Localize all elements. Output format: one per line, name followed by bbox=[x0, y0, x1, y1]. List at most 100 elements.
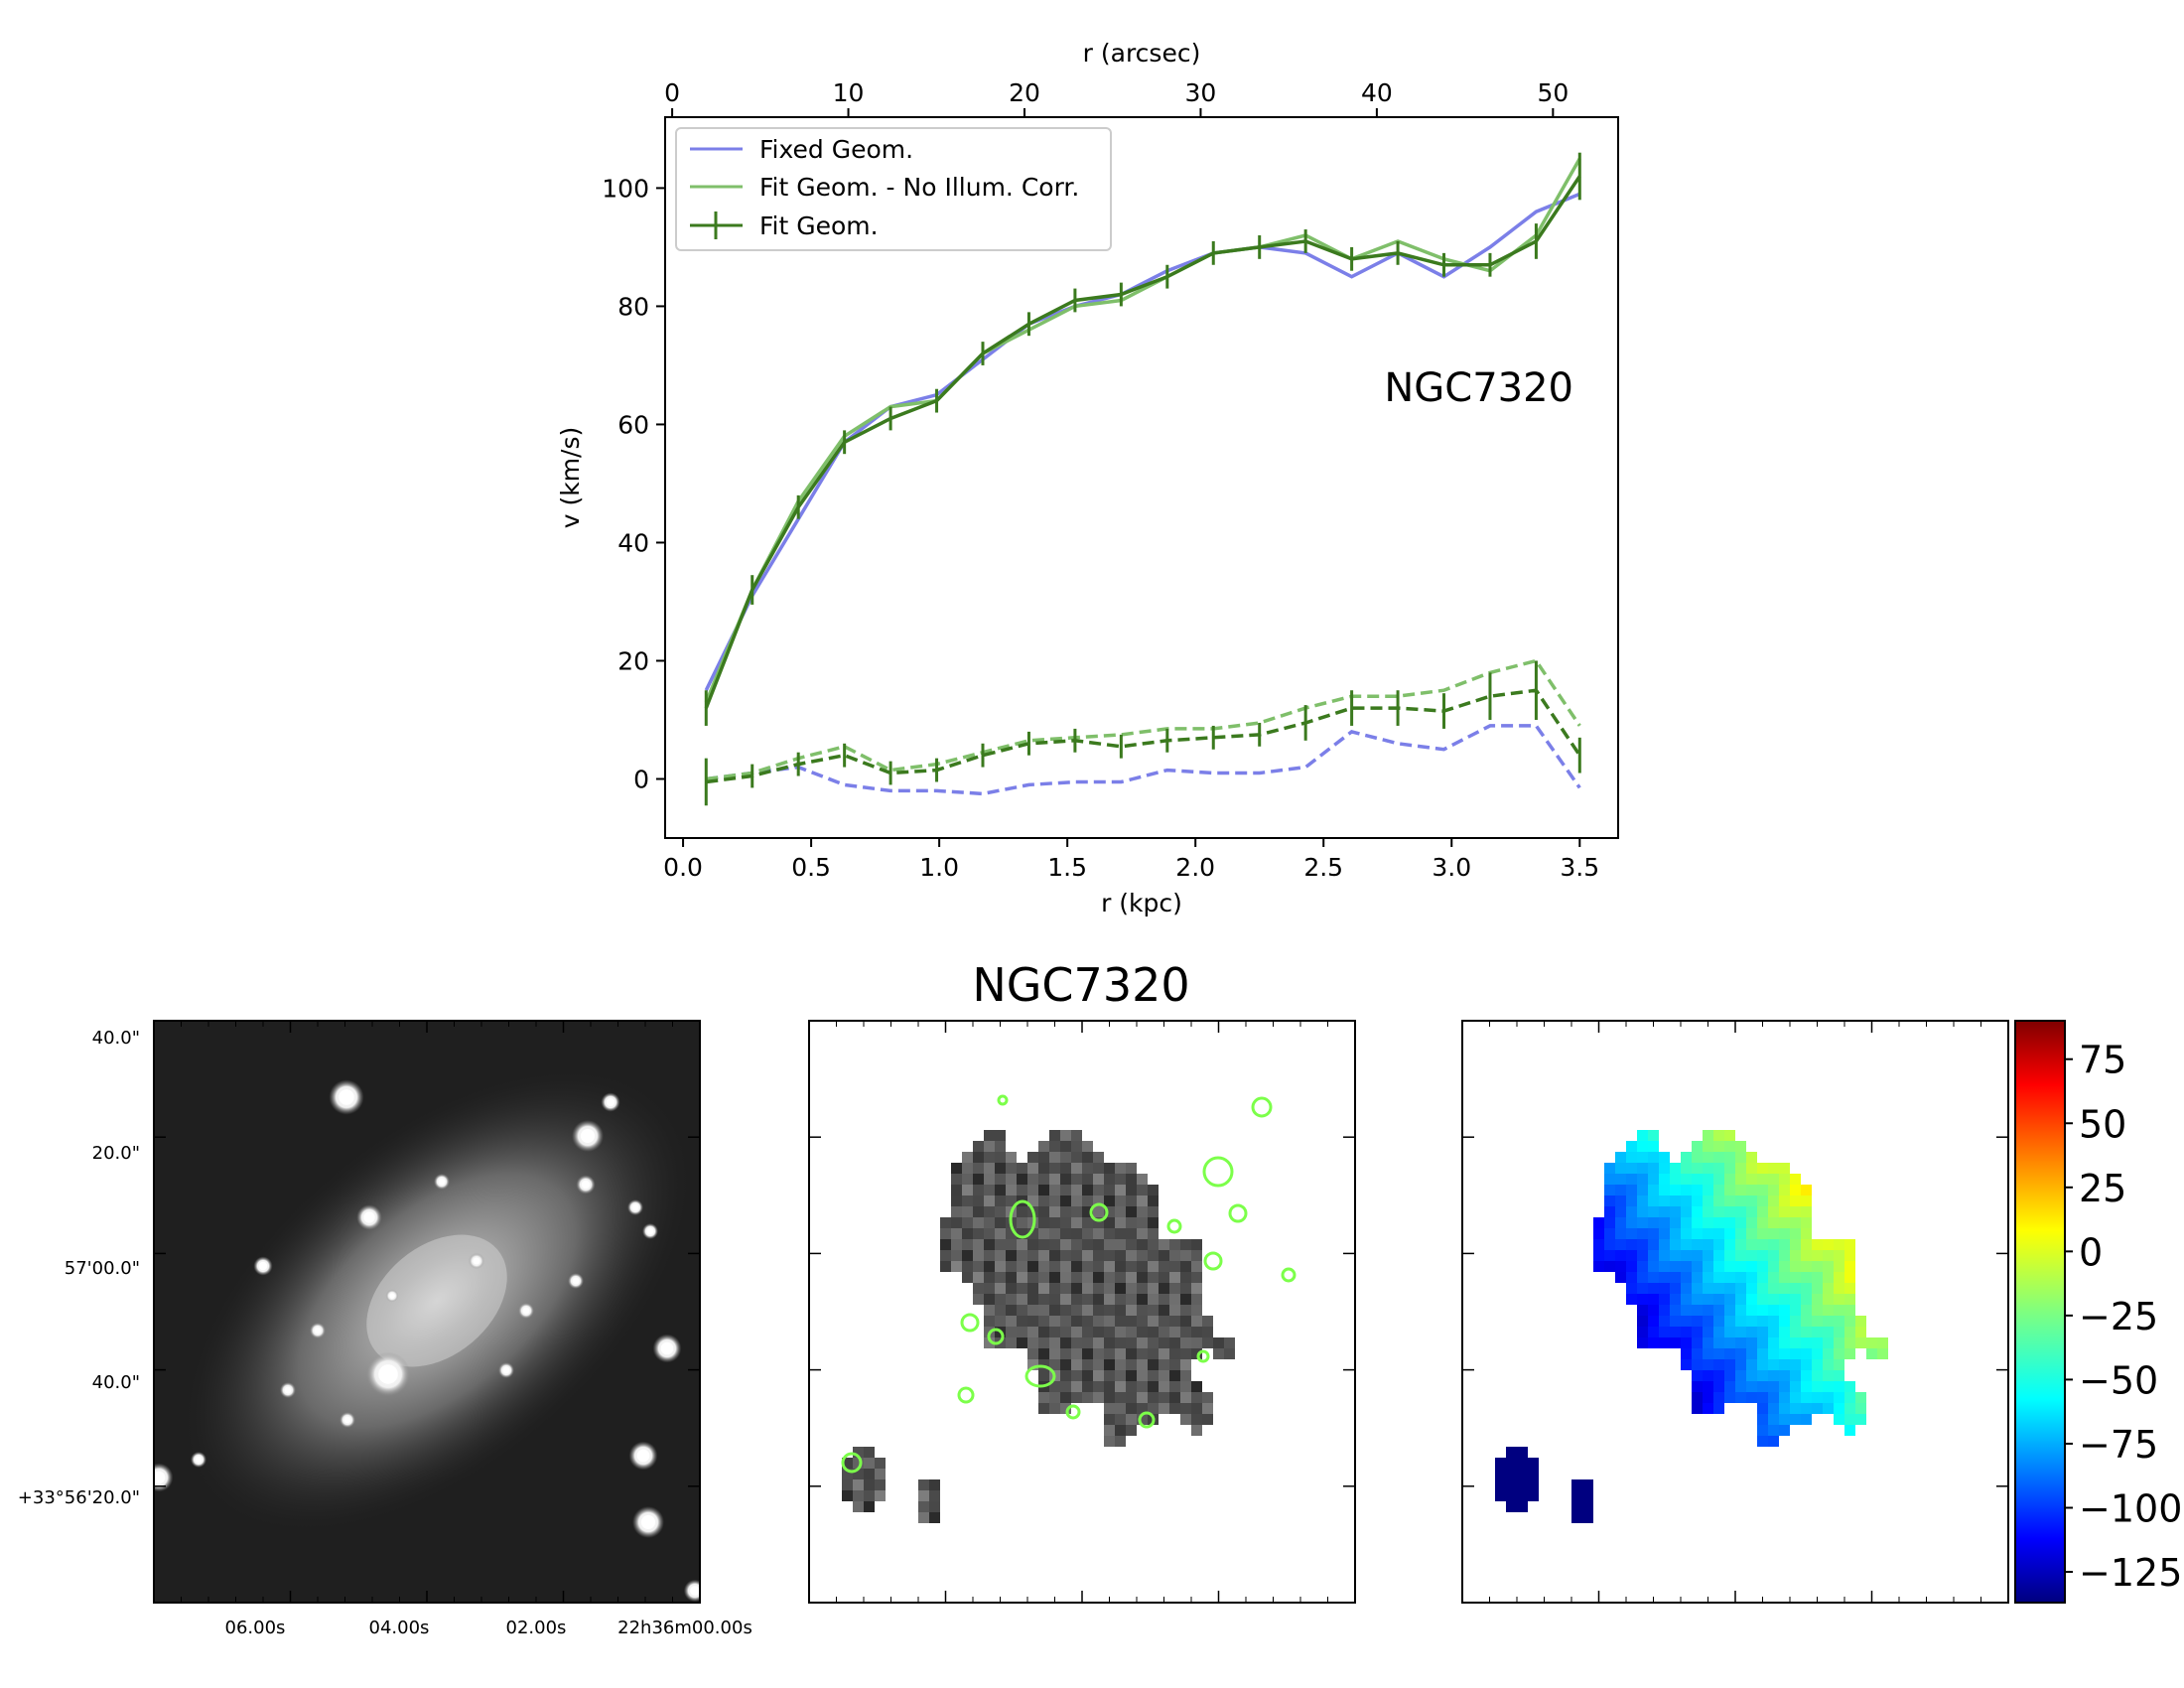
intensity-pixel bbox=[1191, 1283, 1202, 1294]
intensity-pixel bbox=[1049, 1185, 1060, 1196]
velocity-pixel bbox=[1823, 1261, 1834, 1272]
x-tick-label: 1.5 bbox=[1047, 853, 1087, 882]
intensity-pixel bbox=[1038, 1163, 1049, 1174]
velocity-pixel bbox=[1834, 1239, 1844, 1250]
intensity-pixel bbox=[1104, 1436, 1115, 1447]
intensity-pixel bbox=[1169, 1327, 1180, 1337]
velocity-pixel bbox=[1757, 1206, 1768, 1217]
intensity-pixel bbox=[951, 1239, 962, 1250]
velocity-pixel bbox=[1692, 1141, 1703, 1152]
velocity-pixel bbox=[1768, 1305, 1779, 1316]
velocity-pixel bbox=[1637, 1337, 1648, 1348]
intensity-pixel bbox=[1071, 1174, 1082, 1185]
intensity-pixel bbox=[1038, 1283, 1049, 1294]
velocity-pixel bbox=[1779, 1348, 1790, 1359]
intensity-pixel bbox=[1049, 1239, 1060, 1250]
velocity-pixel bbox=[1637, 1141, 1648, 1152]
velocity-pixel bbox=[1692, 1370, 1703, 1381]
velocity-pixel bbox=[1834, 1414, 1844, 1425]
velocity-pixel bbox=[1844, 1381, 1855, 1392]
intensity-pixel bbox=[1093, 1217, 1104, 1228]
velocity-pixel bbox=[1768, 1185, 1779, 1196]
velocity-pixel bbox=[1746, 1217, 1757, 1228]
intensity-contours bbox=[841, 1094, 1297, 1474]
intensity-pixel bbox=[1191, 1348, 1202, 1359]
velocity-pixel bbox=[1779, 1425, 1790, 1436]
velocity-pixel bbox=[1648, 1261, 1659, 1272]
velocity-pixel bbox=[1801, 1392, 1812, 1403]
intensity-pixel bbox=[984, 1228, 995, 1239]
intensity-pixel bbox=[1093, 1359, 1104, 1370]
velocity-pixel bbox=[1735, 1152, 1746, 1163]
intensity-pixel bbox=[984, 1261, 995, 1272]
intensity-pixel bbox=[984, 1316, 995, 1327]
intensity-pixel bbox=[1148, 1283, 1159, 1294]
intensity-pixel bbox=[1104, 1283, 1115, 1294]
velocity-pixel bbox=[1844, 1250, 1855, 1261]
intensity-pixel bbox=[1148, 1185, 1159, 1196]
intensity-pixel bbox=[1082, 1370, 1093, 1381]
velocity-pixel bbox=[1801, 1185, 1812, 1196]
velocity-pixel bbox=[1648, 1141, 1659, 1152]
intensity-pixel bbox=[1137, 1381, 1148, 1392]
intensity-pixel bbox=[1071, 1239, 1082, 1250]
velocity-pixel bbox=[1855, 1403, 1866, 1414]
velocity-pixel bbox=[1735, 1359, 1746, 1370]
velocity-pixel bbox=[1823, 1305, 1834, 1316]
velocity-pixel bbox=[1724, 1337, 1735, 1348]
intensity-pixel bbox=[1093, 1163, 1104, 1174]
velocity-pixel bbox=[1692, 1305, 1703, 1316]
intensity-pixel bbox=[973, 1163, 984, 1174]
intensity-pixel bbox=[853, 1447, 864, 1458]
intensity-pixel bbox=[1049, 1174, 1060, 1185]
colorbar-tick-label: −100 bbox=[2079, 1486, 2182, 1530]
velocity-pixel bbox=[1703, 1392, 1713, 1403]
velocity-pixel bbox=[1659, 1272, 1670, 1283]
velocity-pixel bbox=[1528, 1479, 1539, 1490]
contour-ring bbox=[1202, 1156, 1234, 1188]
intensity-pixel bbox=[1104, 1206, 1115, 1217]
velocity-pixel bbox=[1724, 1174, 1735, 1185]
ra-tick-2: 02.00s bbox=[506, 1618, 567, 1638]
velocity-pixel bbox=[1582, 1479, 1593, 1490]
velocity-pixel bbox=[1834, 1272, 1844, 1283]
velocity-pixel bbox=[1844, 1316, 1855, 1327]
velocity-pixel bbox=[1703, 1337, 1713, 1348]
velocity-pixel bbox=[1823, 1403, 1834, 1414]
velocity-pixel bbox=[1812, 1239, 1823, 1250]
velocity-pixel bbox=[1844, 1283, 1855, 1294]
intensity-pixel bbox=[1159, 1392, 1169, 1403]
velocity-pixel bbox=[1506, 1479, 1517, 1490]
intensity-pixel bbox=[1060, 1283, 1071, 1294]
velocity-pixel bbox=[1735, 1228, 1746, 1239]
intensity-pixel bbox=[1180, 1250, 1191, 1261]
velocity-pixel bbox=[1844, 1261, 1855, 1272]
velocity-pixel bbox=[1768, 1163, 1779, 1174]
velocity-pixel bbox=[1724, 1130, 1735, 1141]
velocity-pixel bbox=[1724, 1239, 1735, 1250]
velocity-pixel bbox=[1681, 1305, 1692, 1316]
intensity-pixel bbox=[1191, 1337, 1202, 1348]
velocity-pixel bbox=[1648, 1239, 1659, 1250]
velocity-pixel bbox=[1757, 1261, 1768, 1272]
intensity-pixel bbox=[1038, 1185, 1049, 1196]
velocity-pixel bbox=[1801, 1403, 1812, 1414]
dec-tick-3: 40.0" bbox=[92, 1372, 140, 1393]
velocity-pixel bbox=[1648, 1152, 1659, 1163]
intensity-pixel bbox=[940, 1228, 951, 1239]
intensity-pixel bbox=[1093, 1381, 1104, 1392]
intensity-pixel bbox=[1137, 1174, 1148, 1185]
velocity-pixel bbox=[1692, 1283, 1703, 1294]
intensity-pixel bbox=[1191, 1327, 1202, 1337]
velocity-pixel bbox=[1724, 1348, 1735, 1359]
velocity-pixel bbox=[1703, 1196, 1713, 1206]
velocity-pixel bbox=[1801, 1316, 1812, 1327]
star-core bbox=[389, 1293, 395, 1299]
intensity-pixel bbox=[1049, 1337, 1060, 1348]
velocity-pixel bbox=[1790, 1348, 1801, 1359]
intensity-pixel bbox=[1006, 1283, 1017, 1294]
intensity-pixel bbox=[929, 1512, 940, 1523]
velocity-pixel bbox=[1735, 1163, 1746, 1174]
velocity-pixel bbox=[1604, 1206, 1615, 1217]
velocity-pixel bbox=[1779, 1305, 1790, 1316]
